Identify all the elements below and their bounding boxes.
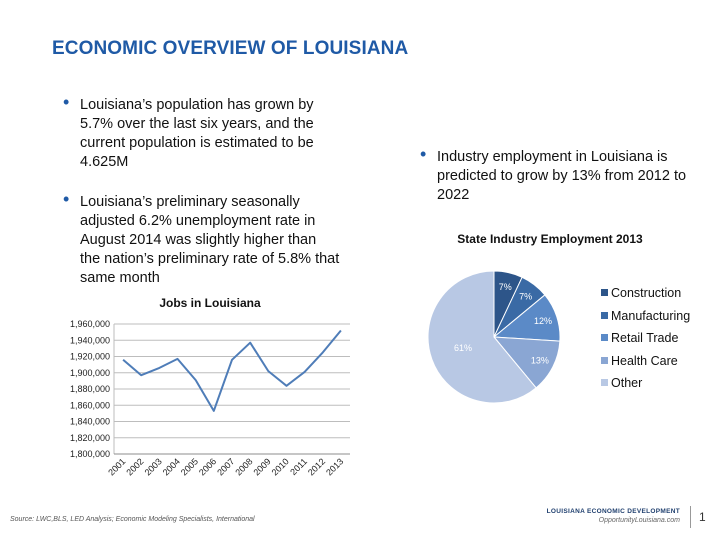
legend-item: Other — [601, 376, 690, 399]
x-tick-label: 2013 — [324, 456, 345, 477]
bullet-unemployment: • Louisiana’s preliminary seasonally adj… — [63, 190, 340, 288]
y-tick-label: 1,960,000 — [70, 319, 110, 329]
footer-url: OpportunityLouisiana.com — [598, 517, 680, 524]
legend-item: Health Care — [601, 354, 690, 377]
legend-label: Construction — [611, 286, 682, 300]
x-tick-label: 2012 — [306, 456, 327, 477]
bullet-text: Louisiana’s preliminary seasonally adjus… — [80, 194, 340, 286]
line-chart-jobs: 1,800,000 1,820,000 1,840,000 1,860,000 1,88… — [70, 319, 350, 478]
legend-label: Manufacturing — [611, 308, 691, 323]
legend-label: Other — [611, 376, 643, 390]
x-tick-label: 2011 — [288, 456, 309, 477]
bullet-text: Louisiana’s population has grown by 5.7%… — [80, 97, 314, 170]
pie-chart-industry: 7% 7% 12% 13% 61% — [427, 270, 561, 404]
footer-org: LOUISIANA ECONOMIC DEVELOPMENT — [546, 508, 680, 515]
pie-data-label: 13% — [531, 355, 549, 365]
legend-swatch — [601, 334, 608, 341]
series-line-jobs — [122, 329, 342, 412]
pie-data-label: 7% — [499, 282, 512, 292]
legend-label: Health Care — [611, 353, 678, 368]
bullet-industry-growth: • Industry employment in Louisiana is pr… — [420, 145, 692, 205]
x-tick-label: 2007 — [215, 456, 236, 477]
y-tick-label: 1,900,000 — [70, 368, 110, 378]
x-tick-label: 2006 — [197, 456, 218, 477]
y-tick-label: 1,820,000 — [70, 433, 110, 443]
bullet-population: • Louisiana’s population has grown by 5.… — [63, 93, 340, 172]
legend-swatch — [601, 311, 608, 319]
x-tick-label: 2009 — [251, 456, 272, 477]
bullet-dot: • — [420, 144, 427, 164]
footer-brand: LOUISIANA ECONOMIC DEVELOPMENT Opportuni… — [547, 508, 680, 524]
slide-title: ECONOMIC OVERVIEW OF LOUISIANA — [52, 38, 409, 59]
page-number: 1 — [699, 510, 706, 524]
pie-legend: Construction Manufacturing Retail Trade Hea… — [601, 286, 690, 399]
source-note: Source: LWC,BLS, LED Analysis; Economic … — [10, 516, 255, 523]
pie-data-label: 12% — [534, 316, 552, 326]
bullet-text: Industry employment in Louisiana is pred… — [437, 149, 687, 203]
footer-divider — [690, 506, 691, 528]
y-tick-label: 1,880,000 — [70, 384, 110, 394]
x-tick-label: 2001 — [106, 456, 127, 477]
bullet-dot: • — [63, 189, 70, 209]
pie-data-label: 7% — [519, 291, 532, 301]
pie-chart-title: State Industry Employment 2013 — [457, 232, 643, 246]
y-tick-label: 1,940,000 — [70, 335, 110, 345]
y-tick-label: 1,860,000 — [70, 400, 110, 410]
x-tick-label: 2002 — [124, 456, 145, 477]
x-tick-label: 2005 — [179, 456, 200, 477]
line-chart-title: Jobs in Louisiana — [159, 296, 261, 310]
legend-swatch — [601, 289, 608, 296]
x-tick-label: 2008 — [233, 456, 254, 477]
x-tick-label: 2010 — [270, 456, 291, 477]
bullet-dot: • — [63, 92, 70, 112]
legend-item: Manufacturing — [601, 309, 690, 332]
legend-swatch — [601, 379, 608, 386]
y-tick-label: 1,920,000 — [70, 352, 110, 362]
legend-label: Retail Trade — [611, 331, 679, 345]
pie-slice-other — [427, 270, 537, 404]
legend-item: Construction — [601, 286, 690, 309]
x-tick-label: 2004 — [161, 456, 182, 477]
legend-swatch — [601, 356, 608, 364]
x-tick-label: 2003 — [143, 456, 164, 477]
legend-item: Retail Trade — [601, 331, 690, 354]
y-tick-label: 1,840,000 — [70, 417, 110, 427]
pie-data-label: 61% — [454, 343, 472, 353]
y-tick-label: 1,800,000 — [70, 449, 110, 459]
